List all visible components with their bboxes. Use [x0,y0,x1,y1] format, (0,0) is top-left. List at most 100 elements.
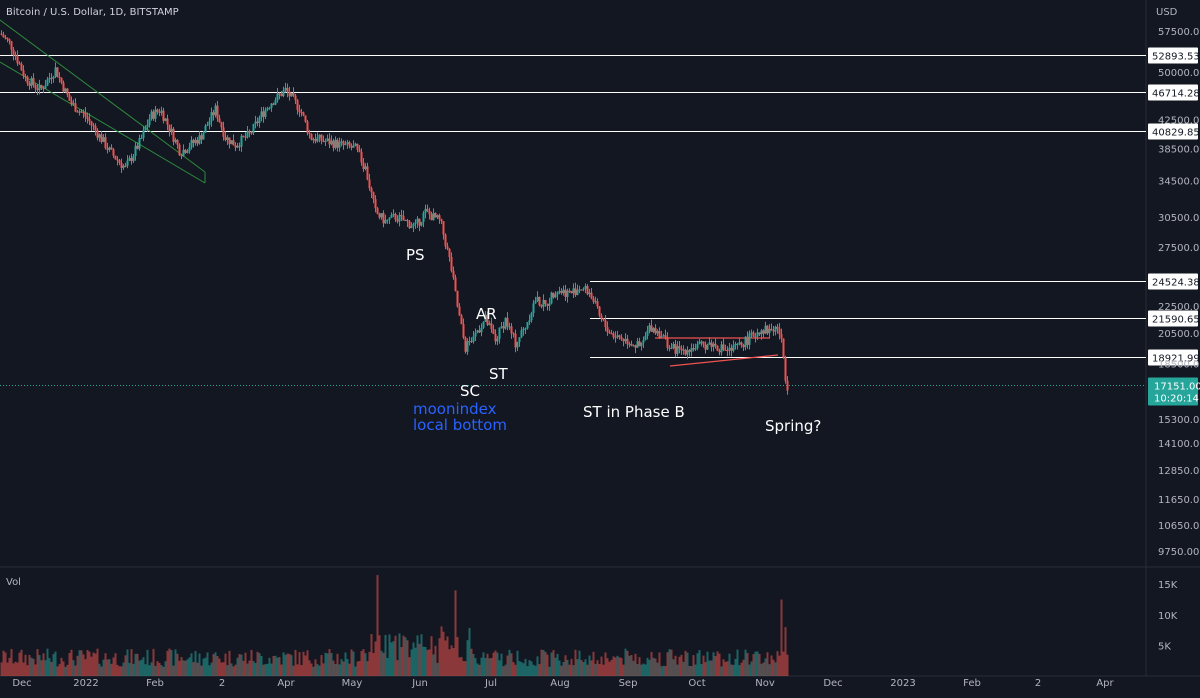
volume-bar [350,649,353,676]
volume-bar [396,660,399,676]
candle-body [344,143,347,145]
volume-bar [94,653,97,676]
volume-bar [478,664,481,676]
candle-body [668,347,671,349]
candle-body [640,342,643,347]
volume-bar [706,651,709,676]
volume-bar [2,650,5,676]
candle-body [430,214,433,221]
candle-body [400,215,403,217]
candle-body [752,332,755,337]
volume-bar [134,653,137,676]
volume-bar [566,659,569,676]
candle-body [498,327,501,339]
candle-body [74,103,77,112]
candle-body [244,136,247,138]
candle-body [568,290,571,292]
candle-body [724,349,727,351]
candle-body [778,328,781,335]
candle-body [338,141,341,148]
annotation-ar: AR [476,305,497,323]
candle-body [478,330,481,333]
candle-body [690,348,693,352]
candle-body [202,132,205,140]
volume-bar [484,658,487,676]
candle-body [358,149,361,152]
candle-body [644,335,647,341]
candle-body [54,67,57,77]
candle-body [370,188,373,193]
volume-bar [340,659,343,676]
price-tick-label: 15300.00 [1158,415,1200,426]
candle-body [274,100,277,105]
candle-body [328,138,331,145]
volume-bar [622,664,625,676]
last-price-label: 17151.00 [1154,382,1200,393]
volume-bar [320,655,323,676]
currency-label: USD [1156,7,1178,18]
candle-body [610,333,613,335]
volume-bar [570,658,573,676]
volume-bar [120,666,123,676]
time-axis[interactable]: Dec 2022 Feb 2 Apr May Jun Jul Aug Sep Oct Nov Dec 20… [12,678,1114,689]
volume-bar [760,663,763,676]
volume-bar [408,657,411,676]
volume-bar [32,658,35,676]
candle-body [34,85,37,89]
candle-body [208,121,211,125]
volume-bar [174,649,177,676]
candle-body [736,343,739,345]
candle-body [388,217,391,220]
volume-bar [758,653,761,676]
candle-body [734,344,737,346]
volume-bar [118,666,121,676]
candle-body [172,128,175,142]
volume-bar [432,654,435,676]
volume-bars [0,575,789,676]
candle-body [264,109,267,117]
candle-body [48,77,51,80]
last-price-countdown: 10:20:14 [1154,394,1199,405]
volume-bar [278,657,281,676]
candle-body [30,78,33,86]
volume-bar [190,653,193,676]
volume-bar [378,635,381,676]
candle-body [574,288,577,296]
volume-bar [564,655,567,676]
volume-bar [448,649,451,676]
volume-bar [54,651,57,676]
volume-bar [256,651,259,676]
candle-body [744,336,747,348]
volume-bar [62,661,65,676]
candle-body [382,213,385,224]
candle-body [174,139,177,142]
volume-bar [370,634,373,676]
volume-bar [268,657,271,676]
candle-body [340,141,343,143]
candle-body [716,345,719,351]
candle-body [366,166,369,180]
candle-body [216,105,219,119]
volume-bar [184,660,187,676]
price-axis[interactable]: 57500.00 50000.00 42500.00 38500.00 34500.00… [1158,27,1200,652]
candle-body [176,139,179,145]
candle-body [50,77,53,79]
candle-body [474,332,477,337]
volume-bar [580,659,583,676]
candle-body [24,76,27,78]
volume-bar [704,662,707,676]
volume-bar [70,649,73,676]
volume-bar [210,662,213,676]
candle-body [556,292,559,295]
volume-bar [198,653,201,676]
annotation-spring: Spring? [765,417,821,435]
volume-bar [272,656,275,676]
volume-bar [486,653,489,676]
volume-bar [26,665,29,676]
candle-body [730,347,733,351]
candle-body [90,121,93,126]
volume-bar [328,649,331,676]
volume-bar [182,660,185,676]
volume-bar [48,658,51,676]
